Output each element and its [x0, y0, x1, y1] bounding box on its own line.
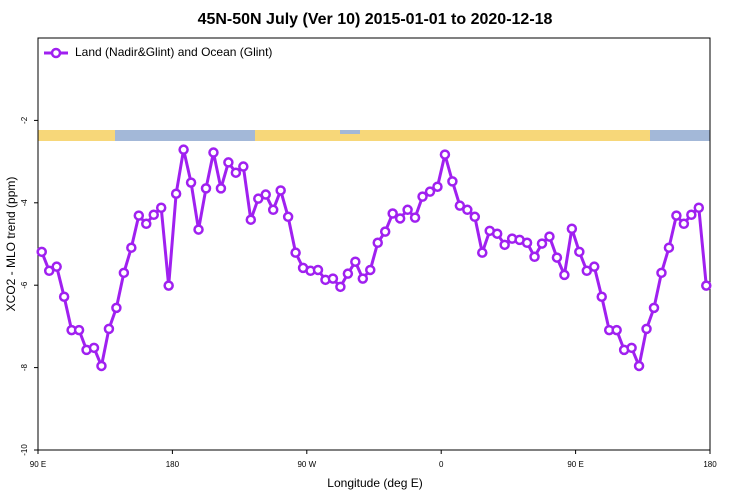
data-point [215, 183, 227, 194]
data-point [491, 228, 503, 239]
data-point [365, 264, 376, 276]
data-point [686, 209, 697, 220]
data-point [155, 202, 167, 213]
data-point [402, 204, 413, 216]
data-point [521, 237, 533, 249]
data-point [43, 265, 55, 277]
data-point [335, 281, 346, 293]
data-point [454, 200, 466, 211]
data-point [417, 191, 428, 202]
data-point [596, 291, 607, 302]
data-point [447, 176, 458, 187]
data-point [282, 211, 294, 223]
data-point [267, 204, 279, 216]
data-point [342, 268, 354, 279]
data-point [290, 247, 301, 258]
data-point [178, 144, 189, 155]
data-point [499, 239, 510, 251]
surface-strip [38, 130, 710, 141]
data-point [253, 193, 264, 204]
data-point [185, 177, 197, 188]
y-axis-label: XCO2 - MLO trend (ppm) [4, 177, 18, 312]
x-tick-label: 90 E [30, 460, 46, 469]
data-point [260, 189, 271, 200]
data-point [581, 265, 593, 277]
data-point [477, 247, 488, 258]
data-point [409, 212, 421, 223]
y-tick-label: -6 [20, 281, 29, 289]
x-tick-label: 180 [703, 460, 717, 469]
data-point [641, 323, 652, 335]
data-point [536, 238, 548, 249]
data-point [574, 246, 585, 258]
data-point [566, 223, 578, 235]
data-point [693, 202, 705, 213]
data-point [387, 208, 398, 219]
data-point [611, 324, 622, 336]
data-point [126, 242, 137, 253]
data-point [678, 218, 690, 230]
data-point [51, 261, 62, 272]
data-point [462, 204, 473, 216]
data-point [394, 213, 406, 224]
data-point [379, 226, 391, 237]
data-point [118, 267, 130, 279]
x-tick-label: 180 [166, 460, 180, 469]
data-point [73, 324, 85, 336]
data-point [372, 237, 383, 249]
data-point [58, 291, 70, 302]
data-point [223, 157, 234, 168]
x-tick-label: 90 W [297, 460, 316, 469]
x-tick-label: 90 E [567, 460, 583, 469]
data-point [648, 302, 660, 314]
data-point [170, 188, 182, 199]
data-point [357, 273, 369, 284]
data-point [663, 242, 675, 253]
chart-title: 45N-50N July (Ver 10) 2015-01-01 to 2020… [198, 11, 553, 28]
data-point [103, 323, 115, 335]
data-point [148, 209, 159, 220]
data-point [141, 218, 152, 230]
data-point [88, 342, 100, 354]
y-tick-label: -10 [20, 444, 29, 456]
x-tick-label: 0 [439, 460, 444, 469]
data-point [656, 267, 667, 279]
data-point [96, 360, 107, 372]
data-point [633, 360, 645, 372]
data-point [208, 147, 219, 158]
data-point [133, 210, 145, 221]
data-point [245, 214, 257, 225]
data-point [544, 231, 555, 242]
data-point [551, 252, 563, 263]
data-point [589, 261, 600, 272]
data-point [193, 224, 204, 235]
data-point [469, 211, 481, 223]
data-point [312, 264, 324, 276]
data-point [559, 269, 570, 281]
y-tick-label: -2 [20, 116, 29, 124]
data-point [350, 256, 361, 267]
y-tick-label: -8 [20, 363, 29, 371]
x-axis-label: Longitude (deg E) [327, 476, 422, 490]
data-point [36, 246, 47, 258]
data-point [701, 280, 712, 291]
data-point [275, 185, 286, 196]
data-point [238, 161, 249, 172]
legend-label: Land (Nadir&Glint) and Ocean (Glint) [75, 45, 272, 59]
data-point [626, 342, 637, 354]
data-point [529, 251, 540, 263]
data-point [424, 186, 436, 197]
y-tick-label: -4 [20, 199, 29, 207]
data-point [432, 181, 443, 192]
legend-marker [50, 47, 62, 59]
data-point [230, 167, 242, 178]
data-point [163, 280, 174, 291]
data-point [671, 210, 682, 221]
data-point [111, 302, 122, 314]
data-point [439, 149, 451, 160]
data-point [327, 273, 339, 284]
data-point [200, 183, 212, 194]
plot-frame [37, 37, 711, 451]
